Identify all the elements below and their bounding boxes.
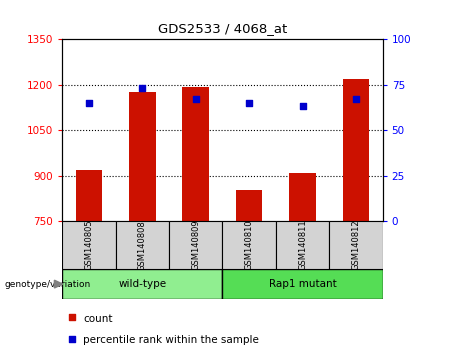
Point [352,96,360,102]
Text: count: count [83,314,112,324]
Point [299,104,306,109]
Text: genotype/variation: genotype/variation [5,280,91,289]
Text: GSM140811: GSM140811 [298,220,307,270]
Bar [343,79,369,221]
Text: GSM140812: GSM140812 [351,220,361,270]
Text: GSM140809: GSM140809 [191,220,200,270]
Title: GDS2533 / 4068_at: GDS2533 / 4068_at [158,22,287,35]
Bar [116,221,169,269]
Text: Rap1 mutant: Rap1 mutant [269,279,337,289]
Bar [236,190,262,221]
Bar [276,221,329,269]
Bar [183,87,209,221]
Point [69,314,76,320]
Point [85,100,93,105]
Bar [169,221,222,269]
Point [192,96,200,102]
Text: GSM140810: GSM140810 [245,220,254,270]
Bar [76,170,102,221]
Text: wild-type: wild-type [118,279,166,289]
Bar [329,221,383,269]
Text: percentile rank within the sample: percentile rank within the sample [83,335,259,345]
Bar [223,269,383,299]
Text: GSM140805: GSM140805 [84,220,94,270]
Bar [62,221,116,269]
Text: GSM140808: GSM140808 [138,220,147,270]
Bar [223,221,276,269]
Bar [289,173,316,221]
Polygon shape [54,280,63,288]
Bar [62,269,222,299]
Point [245,100,253,105]
Bar [129,92,156,221]
Point [139,85,146,91]
Point [69,337,76,342]
